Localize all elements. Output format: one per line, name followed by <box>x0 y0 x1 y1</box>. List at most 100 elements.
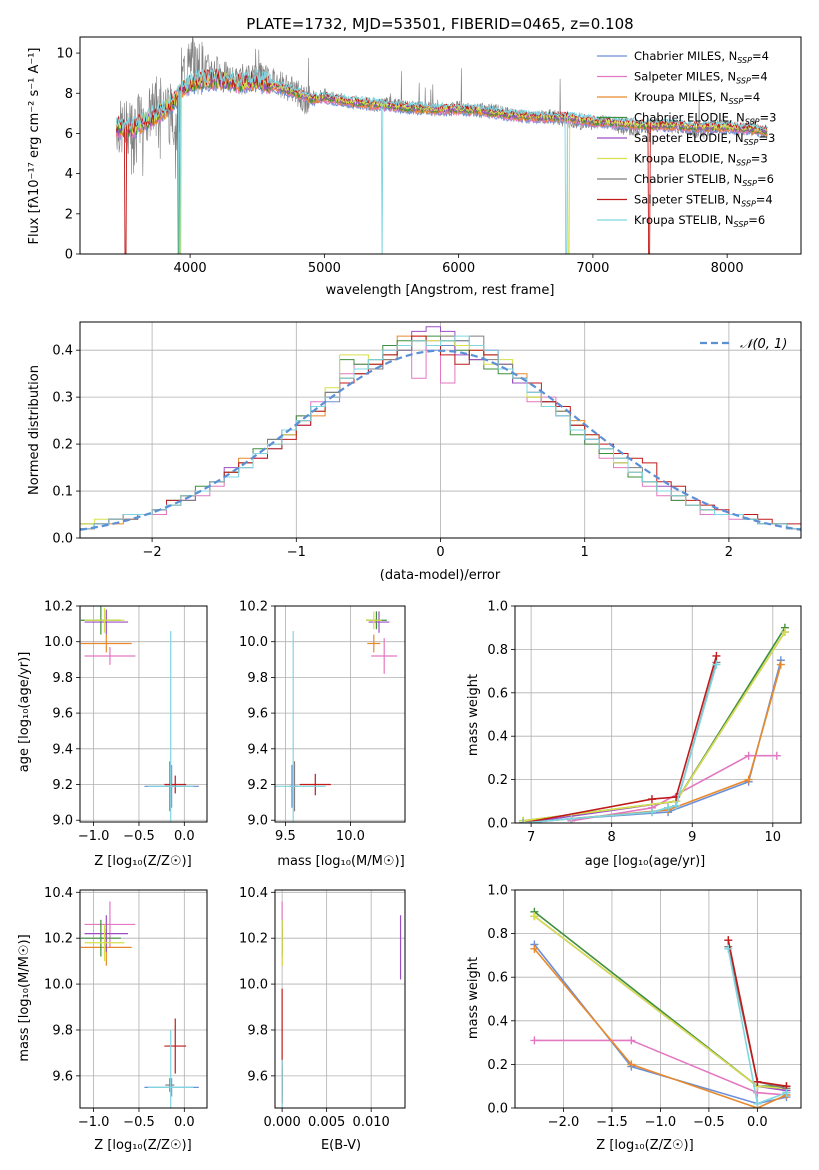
spectrum-xtick-label-3: 7000 <box>576 261 609 276</box>
spectrum-data-line <box>116 37 768 179</box>
mass_vs_EBV-errorbars <box>281 901 402 1108</box>
mass_vs_Z-errorbar-kroupa-elodie <box>84 924 125 962</box>
weight_vs_age-line-kroupa-stelib-marker-1 <box>567 814 576 823</box>
age_vs_mass-ytick-label-3: 9.6 <box>247 707 268 722</box>
weight_vs_age-line-kroupa-elodie-marker-2 <box>780 628 789 637</box>
age_vs_mass-errorbar-salpeter-elodie <box>368 611 390 633</box>
weight_vs_Z-frame <box>514 889 802 1109</box>
spectrum-legend-label-salpeter-elodie: Salpeter ELODIE, NSSP=3 <box>634 131 775 147</box>
residuals-panel: −2 −1 0 1 2 0.0 0.1 0.2 0.3 0.4 (data-model)/erro… <box>27 321 802 583</box>
weight_vs_age-line-kroupa-stelib-marker-0 <box>519 819 528 823</box>
mass_vs_Z-xtick-label-0: −1.0 <box>78 1115 110 1130</box>
normal-curve <box>80 349 801 531</box>
residuals-xlabel: (data-model)/error <box>380 568 501 583</box>
weight-vs-Z-plot: −2.0 −1.5 −1.0 −0.5 0.0 0.0 0.2 0.4 0.6 0.8 1.0 <box>487 884 802 1130</box>
mass_vs_Z-errorbar-salpeter-stelib <box>164 1018 187 1074</box>
age_vs_mass-errorbar-kroupa-stelib <box>275 630 326 822</box>
mass-vs-Z-plot: −1.0 −0.5 0.0 9.6 9.8 10.0 10.2 10.4 <box>44 886 208 1130</box>
spectrum-legend-label-kroupa-miles: Kroupa MILES, NSSP=4 <box>634 90 760 106</box>
mass_vs_Z-ytick-label-2: 10.0 <box>44 978 73 993</box>
mass_vs_EBV-ytick-label-1: 9.8 <box>247 1023 268 1038</box>
weight_vs_age-ytick-label-0: 0.0 <box>487 817 508 832</box>
mass_vs_EBV-frame <box>274 889 406 1109</box>
age_vs_mass-ytick-label-1: 9.2 <box>247 778 268 793</box>
weight-vs-Z-ylabel: mass weight <box>466 957 481 1039</box>
mass_vs_EBV-ytick-label-2: 10.0 <box>239 978 268 993</box>
age_vs_mass-frame <box>274 605 406 823</box>
age_vs_Z-ytick-label-4: 9.8 <box>52 671 73 686</box>
age-vs-Z-panel: −1.0 −0.5 0.0 9.0 9.2 9.4 9.6 9.8 10.0 10.2 Z [lo… <box>17 600 208 869</box>
weight_vs_Z-xtick-label-2: −1.0 <box>645 1115 677 1130</box>
spectrum-legend-label-salpeter-stelib: Salpeter STELIB, NSSP=4 <box>634 193 773 209</box>
mass-vs-Z-panel: −1.0 −0.5 0.0 9.6 9.8 10.0 10.2 10.4 Z [log₁₀(Z… <box>17 886 208 1153</box>
spectrum-legend-label-salpeter-miles: Salpeter MILES, NSSP=4 <box>634 70 768 86</box>
weight_vs_age-line-salpeter-miles-marker-3 <box>772 751 781 760</box>
weight_vs_age-line-chabrier-elodie <box>522 627 786 822</box>
weight_vs_age-line-kroupa-stelib-marker-2 <box>647 808 656 817</box>
age-vs-Z-plot: −1.0 −0.5 0.0 9.0 9.2 9.4 9.6 9.8 10.0 10.2 <box>44 600 208 844</box>
age_vs_Z-xtick-label-0: −1.0 <box>78 829 110 844</box>
weight_vs_age-line-kroupa-elodie <box>522 631 786 822</box>
age_vs_Z-errorbars <box>80 606 199 822</box>
mass_vs_EBV-ytick-label-0: 9.6 <box>247 1069 268 1084</box>
weight_vs_age-xtick-label-3: 10 <box>765 830 782 845</box>
mass_vs_Z-xtick-label-1: −0.5 <box>123 1115 155 1130</box>
weight_vs_Z-line-kroupa-stelib-marker-2 <box>782 1088 791 1097</box>
weight_vs_Z-line-salpeter-miles-marker-0 <box>530 1036 539 1045</box>
age_vs_mass-ytick-label-0: 9.0 <box>247 814 268 829</box>
age_vs_Z-errorbar-salpeter-stelib <box>164 775 187 794</box>
weight_vs_age-line-salpeter-stelib-marker-1 <box>647 795 656 804</box>
mass_vs_Z-xtick-label-2: 0.0 <box>174 1115 195 1130</box>
weight_vs_Z-xtick-label-3: −0.5 <box>693 1115 725 1130</box>
age-vs-mass-xlabel: mass [log₁₀(M/M☉)] <box>277 854 404 869</box>
age_vs_mass-errorbar-salpeter-stelib <box>299 773 331 796</box>
weight_vs_Z-ytick-label-1: 0.2 <box>487 1058 508 1073</box>
residuals-frame <box>79 321 802 539</box>
spectrum-xtick-label-0: 4000 <box>174 261 207 276</box>
mass_vs_Z-ytick-label-3: 10.2 <box>44 932 73 947</box>
residuals-ytick-label-3: 0.3 <box>52 391 73 406</box>
age_vs_Z-ytick-label-6: 10.2 <box>44 600 73 615</box>
weight_vs_Z-line-salpeter-miles <box>534 1039 787 1096</box>
mass-vs-EBV-xlabel: E(B-V) <box>321 1138 361 1153</box>
age_vs_mass-errorbar-kroupa-miles <box>367 634 381 653</box>
mass_vs_Z-errorbar-chabrier-stelib <box>165 1078 175 1092</box>
mass_vs_Z-frame <box>79 889 208 1109</box>
residuals-ytick-label-1: 0.1 <box>52 485 73 500</box>
spectrum-xlabel: wavelength [Angstrom, rest frame] <box>326 283 555 298</box>
spectrum-lines <box>115 37 768 254</box>
age_vs_Z-errorbar-kroupa-elodie <box>84 607 125 633</box>
age_vs_mass-errorbar-kroupa-elodie <box>366 611 382 630</box>
age_vs_mass-ytick-label-5: 10.0 <box>239 635 268 650</box>
mass_vs_EBV-ytick-label-3: 10.2 <box>239 932 268 947</box>
age_vs_Z-errorbar-kroupa-stelib <box>148 630 194 822</box>
weight_vs_Z-ytick-label-2: 0.4 <box>487 1014 508 1029</box>
spectrum-ytick-label-2: 4 <box>65 167 73 182</box>
age-vs-Z-xlabel: Z [log₁₀(Z/Z☉)] <box>94 854 191 869</box>
spectrum-ytick-label-4: 8 <box>65 87 73 102</box>
weight_vs_Z-ytick-label-3: 0.6 <box>487 971 508 986</box>
age_vs_mass-xtick-label-0: 9.5 <box>275 829 296 844</box>
weight_vs_Z-line-kroupa-elodie-marker-0 <box>530 912 539 921</box>
spectrum-legend: Chabrier MILES, NSSP=4 Salpeter MILES, NS… <box>597 49 776 229</box>
spectrum-legend-label-chabrier-elodie: Chabrier ELODIE, NSSP=3 <box>634 111 776 127</box>
weight_vs_age-line-salpeter-miles-marker-2 <box>744 751 753 760</box>
residuals-plot: −2 −1 0 1 2 0.0 0.1 0.2 0.3 0.4 <box>52 321 802 560</box>
spectrum-plot: 4000 5000 6000 7000 8000 0 2 4 6 8 10 <box>56 36 802 276</box>
weight_vs_Z-line-kroupa-miles <box>533 948 787 1108</box>
mass_vs_Z-ytick-label-0: 9.6 <box>52 1069 73 1084</box>
weight-vs-age-panel: 7 8 9 10 0.0 0.2 0.4 0.6 0.8 1.0 age [log₁₀(age/y… <box>466 600 802 869</box>
weight_vs_Z-line-salpeter-stelib-marker-1 <box>753 1077 762 1086</box>
mass-vs-Z-xlabel: Z [log₁₀(Z/Z☉)] <box>94 1138 191 1153</box>
weight_vs_age-xtick-label-2: 9 <box>688 830 696 845</box>
residuals-xtick-label-3: 1 <box>581 545 589 560</box>
weight_vs_Z-xtick-label-1: −1.5 <box>596 1115 628 1130</box>
age_vs_Z-errorbar-salpeter-elodie <box>84 609 129 635</box>
mass_vs_Z-errorbars <box>80 901 199 1108</box>
age_vs_Z-ytick-label-0: 9.0 <box>52 814 73 829</box>
weight_vs_Z-line-kroupa-miles-marker-0 <box>530 944 539 953</box>
spectrum-title: PLATE=1732, MJD=53501, FIBERID=0465, z=0… <box>246 15 633 33</box>
mass_vs_Z-ytick-label-4: 10.4 <box>44 886 73 901</box>
weight_vs_Z-ytick-label-4: 0.8 <box>487 927 508 942</box>
age-vs-Z-ylabel: age [log₁₀(age/yr)] <box>17 652 32 773</box>
